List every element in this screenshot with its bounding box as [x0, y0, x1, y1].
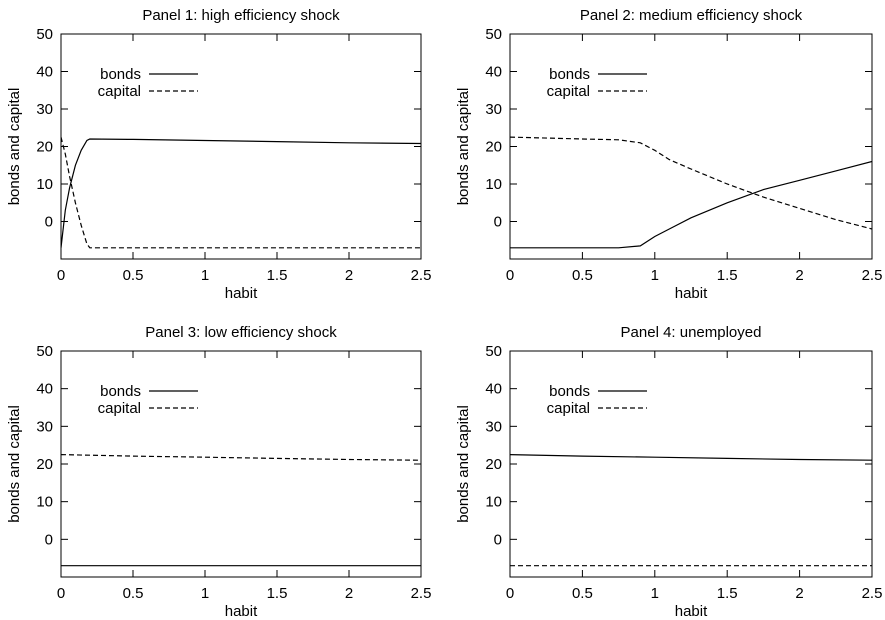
- y-tick-label: 10: [36, 494, 53, 511]
- x-tick-label: 1.5: [267, 267, 288, 284]
- legend-label-capital: capital: [547, 83, 590, 100]
- x-tick-label: 1: [201, 585, 209, 602]
- x-tick-label: 1: [651, 267, 659, 284]
- x-tick-label: 0: [506, 585, 514, 602]
- y-axis-label: bonds and capital: [6, 405, 23, 523]
- x-axis-label: habit: [225, 285, 258, 302]
- chart-title: Panel 1: high efficiency shock: [142, 7, 340, 24]
- legend-label-capital: capital: [547, 400, 590, 417]
- y-tick-label: 30: [485, 101, 502, 118]
- x-tick-label: 0: [506, 267, 514, 284]
- x-tick-label: 2.5: [862, 585, 883, 602]
- legend-label-bonds: bonds: [549, 383, 590, 400]
- x-tick-label: 2: [345, 585, 353, 602]
- series-line-capital: [61, 454, 421, 461]
- panel-1: Panel 1: high efficiency shock0102030405…: [6, 7, 431, 302]
- y-tick-label: 40: [485, 381, 502, 398]
- x-tick-label: 1.5: [717, 267, 738, 284]
- x-tick-label: 0: [57, 267, 65, 284]
- y-tick-label: 0: [45, 214, 53, 231]
- y-tick-label: 10: [36, 176, 53, 193]
- x-tick-label: 0: [57, 585, 65, 602]
- series-line-bonds: [510, 454, 872, 461]
- y-tick-label: 10: [485, 176, 502, 193]
- x-tick-label: 1: [651, 585, 659, 602]
- x-tick-label: 2.5: [862, 267, 883, 284]
- x-tick-label: 2: [345, 267, 353, 284]
- panel-4: Panel 4: unemployed 0 10 20 30 40 50 0 0.5 1 1.5 2 2…: [455, 324, 882, 620]
- y-tick-label: 20: [485, 139, 502, 156]
- x-tick-label: 2: [795, 267, 803, 284]
- y-tick-label: 40: [36, 381, 53, 398]
- series-line-capital: [61, 136, 421, 249]
- y-tick-label: 0: [494, 531, 502, 548]
- y-axis-label: bonds and capital: [6, 88, 23, 206]
- series-line-capital: [510, 136, 872, 230]
- legend-label-capital: capital: [98, 400, 141, 417]
- legend-label-bonds: bonds: [100, 383, 141, 400]
- x-tick-label: 0.5: [572, 585, 593, 602]
- chart-title: Panel 2: medium efficiency shock: [580, 7, 803, 24]
- legend-label-capital: capital: [98, 83, 141, 100]
- x-tick-label: 0.5: [123, 585, 144, 602]
- y-tick-label: 40: [36, 64, 53, 81]
- x-axis-label: habit: [225, 603, 258, 620]
- x-tick-label: 2.5: [411, 267, 432, 284]
- panel-3: Panel 3: low efficiency shock01020304050…: [6, 324, 431, 620]
- y-tick-label: 50: [485, 343, 502, 360]
- panel-2: Panel 2: medium efficiency shock01020304…: [455, 7, 882, 302]
- y-tick-label: 50: [36, 26, 53, 43]
- x-axis-label: habit: [675, 285, 708, 302]
- chart-title: Panel 3: low efficiency shock: [145, 324, 337, 341]
- y-tick-label: 10: [485, 494, 502, 511]
- x-tick-label: 0.5: [572, 267, 593, 284]
- chart-title: Panel 4: unemployed: [621, 324, 762, 341]
- x-tick-label: 1.5: [267, 585, 288, 602]
- x-axis-label: habit: [675, 603, 708, 620]
- y-axis-label: bonds and capital: [455, 88, 472, 206]
- x-tick-label: 1: [201, 267, 209, 284]
- x-tick-label: 1.5: [717, 585, 738, 602]
- y-tick-label: 30: [36, 418, 53, 435]
- y-tick-label: 20: [36, 456, 53, 473]
- series-line-bonds: [510, 160, 872, 249]
- x-tick-label: 0.5: [123, 267, 144, 284]
- y-axis-label: bonds and capital: [455, 405, 472, 523]
- legend-label-bonds: bonds: [549, 66, 590, 83]
- y-tick-label: 0: [45, 531, 53, 548]
- y-tick-label: 0: [494, 214, 502, 231]
- y-tick-label: 50: [36, 343, 53, 360]
- legend-label-bonds: bonds: [100, 66, 141, 83]
- x-tick-label: 2.5: [411, 585, 432, 602]
- series-line-bonds: [61, 138, 421, 248]
- y-tick-label: 50: [485, 26, 502, 43]
- y-tick-label: 30: [485, 418, 502, 435]
- y-tick-label: 20: [485, 456, 502, 473]
- x-tick-label: 2: [795, 585, 803, 602]
- y-tick-label: 20: [36, 139, 53, 156]
- y-tick-label: 40: [485, 64, 502, 81]
- y-tick-label: 30: [36, 101, 53, 118]
